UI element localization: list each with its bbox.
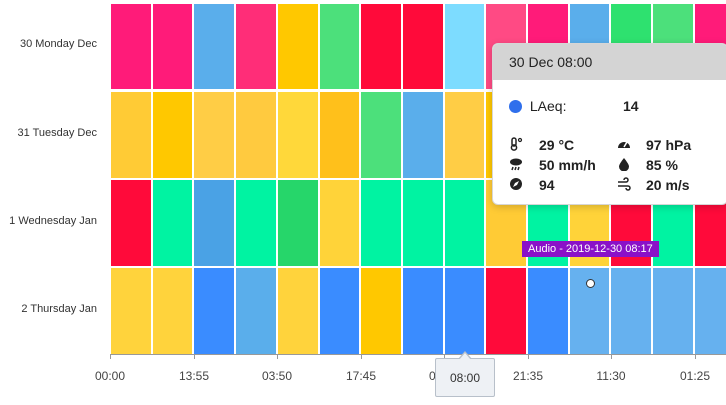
series-dot-icon [509,100,522,113]
heatmap-cell[interactable] [111,4,151,89]
heatmap-cell[interactable] [194,92,234,178]
tooltip-title: 30 Dec 08:00 [493,44,726,80]
data-tooltip: 30 Dec 08:00 LAeq: 14 29 °C 97 hPa 50 mm… [492,43,726,205]
heatmap-cell[interactable] [403,92,443,178]
heatmap-cell[interactable] [236,180,276,266]
x-tick-label: 11:30 [596,369,626,383]
heatmap-cell[interactable] [320,92,359,178]
heatmap-cell[interactable] [445,92,484,178]
x-tick-mark [110,354,111,359]
heatmap-cell[interactable] [153,4,192,89]
wind-value: 20 m/s [646,177,690,193]
x-tick-label: 13:55 [178,369,210,383]
wind-icon [618,177,631,191]
x-tick-mark [528,354,529,359]
heatmap-cell[interactable] [236,268,276,354]
row-label: 30 Monday Dec [19,38,97,50]
heatmap-cell[interactable] [361,180,401,266]
hover-time-tooltip: 08:00 [435,351,495,397]
rain-cloud-icon [510,158,522,171]
heatmap-cell[interactable] [153,92,192,178]
series-label: LAeq: [529,98,567,114]
audio-marker[interactable] [586,279,595,288]
x-tick-mark [611,354,612,359]
direction-value: 94 [539,177,555,193]
heatmap-cell[interactable] [153,268,192,354]
heatmap-cell[interactable] [320,180,359,266]
heatmap-cell[interactable] [361,4,401,89]
series-value: 14 [623,98,639,114]
x-tick-mark [695,354,696,359]
heatmap-cell[interactable] [528,268,568,354]
heatmap-cell[interactable] [278,180,318,266]
heatmap-cell[interactable] [111,180,151,266]
heatmap-cell[interactable] [278,92,318,178]
heatmap-cell[interactable] [611,268,651,354]
heatmap-cell[interactable] [361,92,401,178]
heatmap-cell[interactable] [111,92,151,178]
heatmap-cell[interactable] [194,268,234,354]
heatmap-cell[interactable] [194,4,234,89]
heatmap-cell[interactable] [445,268,484,354]
heatmap-cell[interactable] [445,180,484,266]
heatmap-cell[interactable] [403,4,443,89]
x-tick-label: 17:45 [345,369,377,383]
pressure-value: 97 hPa [646,137,692,153]
x-tick-label: 21:35 [512,369,544,383]
heatmap-cell[interactable] [111,268,151,354]
gauge-icon [618,141,630,148]
heatmap-cell[interactable] [403,180,443,266]
heatmap-cell[interactable] [486,268,526,354]
heatmap-cell[interactable] [278,268,318,354]
tooltip-series: LAeq: 14 [509,98,639,114]
row-label: 1 Wednesday Jan [9,215,97,227]
heatmap-cell[interactable] [320,4,359,89]
temperature-value: 29 °C [539,137,575,153]
heatmap-cell[interactable] [236,92,276,178]
x-tick-mark [444,354,445,359]
row-label: 2 Thursday Jan [21,303,97,315]
heatmap-cell[interactable] [695,268,726,354]
audio-event-label[interactable]: Audio - 2019-12-30 08:17 [522,241,659,257]
compass-icon [510,178,522,190]
x-tick-mark [277,354,278,359]
heatmap-cell[interactable] [153,180,192,266]
x-tick-label: 03:50 [261,369,293,383]
x-tick-label: 01:25 [679,369,711,383]
humidity-value: 85 % [646,157,678,173]
heatmap-cell[interactable] [320,268,359,354]
heatmap-cell[interactable] [361,268,401,354]
heatmap-cell[interactable] [653,268,693,354]
x-tick-mark [361,354,362,359]
heatmap-cell[interactable] [445,4,484,89]
droplet-icon [619,158,629,171]
heatmap-cell[interactable] [403,268,443,354]
x-axis-line [110,354,726,355]
thermometer-icon [510,137,523,151]
heatmap-cell[interactable] [236,4,276,89]
x-tick-label: 00:00 [94,369,126,383]
heatmap-cell[interactable] [194,180,234,266]
row-label: 31 Tuesday Dec [17,127,98,139]
x-tick-mark [194,354,195,359]
heatmap-cell[interactable] [278,4,318,89]
rain-value: 50 mm/h [539,157,596,173]
